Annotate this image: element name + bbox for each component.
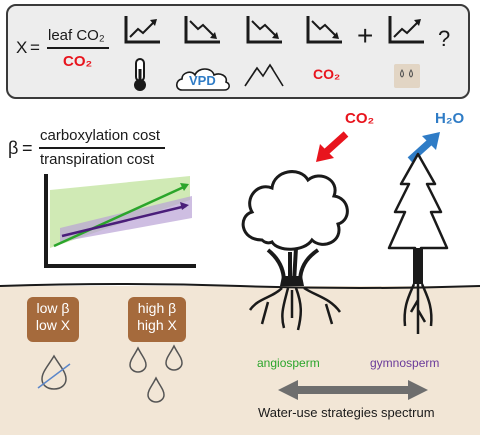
cloud-icon	[175, 68, 230, 91]
beta-equals: =	[22, 138, 33, 158]
x-equals: =	[30, 38, 40, 57]
low-beta-text: low β	[36, 300, 70, 316]
low-beta-badge: low β low X	[27, 297, 79, 342]
ground-line	[0, 283, 480, 289]
x-numerator: leaf CO₂	[48, 27, 105, 44]
gymnosperm-label: gymnosperm	[370, 356, 440, 370]
purple-arrowhead	[180, 202, 189, 210]
beta-numerator: carboxylation cost	[40, 127, 161, 144]
trend-up-icon	[388, 16, 424, 44]
purple-regression-line	[61, 204, 187, 238]
high-beta-badge: high β high X	[128, 297, 186, 342]
gymnosperm-tree-icon	[387, 152, 449, 334]
question-mark: ?	[438, 26, 451, 51]
co2-label-top: CO₂	[313, 66, 341, 82]
angiosperm-tree-icon	[241, 170, 349, 331]
trend-down-icon	[306, 16, 342, 44]
green-arrowhead	[180, 183, 189, 191]
top-panel	[6, 4, 470, 99]
x-denominator: CO₂	[63, 53, 93, 70]
spectrum-double-arrow	[278, 380, 428, 400]
plus-sign: +	[357, 20, 374, 51]
thermometer-icon	[134, 58, 146, 91]
co2-gas-label: CO₂	[345, 110, 375, 127]
beta-denominator: transpiration cost	[40, 151, 155, 168]
vpd-label: VPD	[189, 73, 216, 88]
water-drops-group-icon	[129, 344, 183, 403]
crossed-water-drop-icon	[37, 354, 71, 390]
x-fraction-bar	[47, 47, 109, 49]
green-regression-line	[53, 184, 187, 248]
beta-fraction-bar	[39, 147, 165, 149]
angiosperm-label: angiosperm	[257, 356, 320, 370]
regression-plot	[44, 174, 196, 268]
co2-inflow-arrow	[316, 131, 349, 162]
trend-down-icon	[246, 16, 282, 44]
high-beta-text: high β	[137, 300, 177, 316]
water-drops-icon	[394, 64, 420, 88]
h2o-outflow-arrow	[407, 132, 440, 163]
low-x-text: low X	[35, 317, 71, 333]
trend-up-icon	[124, 16, 160, 44]
beta-symbol: β	[8, 138, 19, 158]
mountain-icon	[244, 63, 284, 87]
h2o-gas-label: H₂O	[435, 110, 465, 127]
high-x-text: high X	[137, 317, 177, 333]
purple-confidence-band	[60, 196, 192, 242]
trend-down-icon	[184, 16, 220, 44]
spectrum-label: Water-use strategies spectrum	[258, 405, 435, 420]
soil-background	[0, 286, 480, 435]
plot-axes	[44, 174, 196, 268]
x-symbol: X	[16, 38, 28, 57]
